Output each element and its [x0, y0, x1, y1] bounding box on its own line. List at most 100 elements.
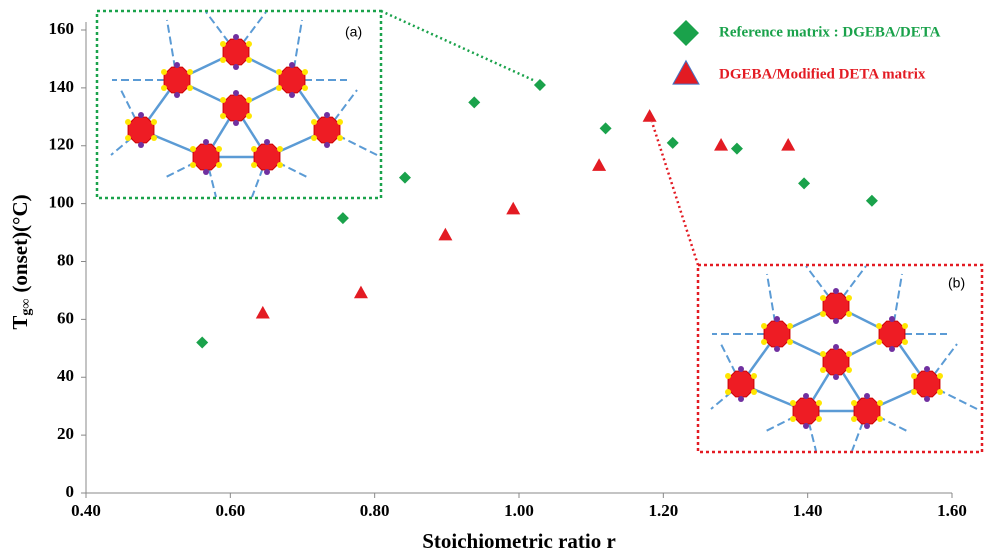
atom: [816, 416, 822, 422]
dangling-bond: [835, 265, 867, 307]
node: [822, 348, 850, 376]
dangling-bond: [926, 343, 958, 385]
atom: [787, 323, 793, 329]
node: [822, 292, 850, 320]
atom: [289, 92, 295, 98]
atom: [851, 416, 857, 422]
legend-label: DGEBA/Modified DETA matrix: [719, 66, 926, 82]
atom: [311, 135, 317, 141]
atom: [246, 41, 252, 47]
atom: [233, 120, 239, 126]
dangling-bond: [766, 273, 778, 335]
atom: [161, 69, 167, 75]
atom: [911, 373, 917, 379]
dangling-bond: [326, 89, 358, 131]
dangling-bond: [235, 11, 267, 53]
atom: [820, 311, 826, 317]
atom: [803, 423, 809, 429]
atom: [216, 146, 222, 152]
atom: [187, 85, 193, 91]
data-point: [196, 336, 209, 349]
atom: [246, 113, 252, 119]
data-point: [533, 78, 546, 91]
atom: [302, 85, 308, 91]
y-tick-label: 20: [57, 424, 74, 443]
legend-label: Reference matrix : DGEBA/DETA: [719, 24, 941, 40]
atom: [276, 69, 282, 75]
atom: [216, 162, 222, 168]
atom: [337, 135, 343, 141]
legend-marker: [672, 59, 700, 85]
atom: [203, 169, 209, 175]
atom: [790, 416, 796, 422]
atom: [751, 389, 757, 395]
atom: [324, 112, 330, 118]
atom: [924, 396, 930, 402]
dangling-bond: [926, 383, 978, 410]
x-tick-label: 1.60: [937, 501, 967, 520]
y-tick-label: 40: [57, 366, 74, 385]
atom: [774, 346, 780, 352]
x-tick-label: 0.40: [71, 501, 101, 520]
data-point: [781, 138, 796, 151]
atom: [277, 162, 283, 168]
data-point: [599, 122, 612, 135]
inset-diagram: [110, 11, 378, 198]
atom: [220, 41, 226, 47]
y-tick-label: 60: [57, 308, 74, 327]
node: [727, 370, 755, 398]
atom: [761, 339, 767, 345]
data-point: [642, 109, 657, 122]
y-tick-label: 140: [49, 77, 75, 96]
node: [313, 116, 341, 144]
atom: [125, 119, 131, 125]
connector: [650, 121, 700, 266]
atom: [190, 162, 196, 168]
atom: [790, 400, 796, 406]
data-point: [666, 136, 679, 149]
y-axis-label: Tg∞ (onset)(°C): [8, 194, 34, 329]
atom: [738, 396, 744, 402]
atom: [151, 119, 157, 125]
atom: [803, 393, 809, 399]
annotation: (b): [948, 275, 965, 291]
node: [253, 143, 281, 171]
node: [853, 397, 881, 425]
atom: [161, 85, 167, 91]
atom: [902, 323, 908, 329]
atom: [911, 389, 917, 395]
annotation: (a): [345, 24, 362, 40]
atom: [246, 97, 252, 103]
inset-frame: [696, 263, 984, 454]
atom: [174, 62, 180, 68]
atom: [251, 162, 257, 168]
data-point: [438, 227, 453, 241]
atom: [302, 69, 308, 75]
y-tick-label: 80: [57, 250, 74, 269]
atom: [251, 146, 257, 152]
y-tick-label: 160: [49, 19, 75, 38]
inset-diagram: [710, 265, 978, 452]
dangling-bond: [891, 273, 903, 335]
atom: [774, 316, 780, 322]
data-point: [336, 212, 349, 225]
data-point: [714, 138, 729, 151]
atom: [324, 142, 330, 148]
atom: [846, 295, 852, 301]
atom: [820, 351, 826, 357]
atom: [220, 97, 226, 103]
atom: [233, 90, 239, 96]
node: [878, 320, 906, 348]
data-point: [592, 158, 607, 171]
atom: [311, 119, 317, 125]
atom: [937, 373, 943, 379]
atom: [816, 400, 822, 406]
atom: [889, 346, 895, 352]
atom: [877, 400, 883, 406]
dangling-bond: [291, 19, 303, 81]
atom: [833, 374, 839, 380]
node: [222, 38, 250, 66]
data-point: [353, 285, 368, 299]
y-tick-label: 100: [49, 193, 75, 212]
